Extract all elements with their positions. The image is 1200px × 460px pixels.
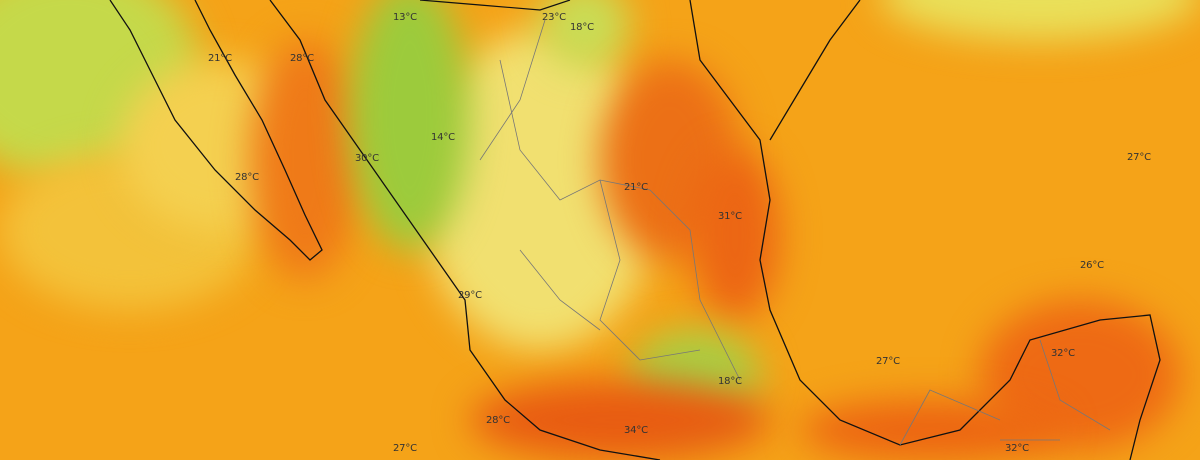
gulf-coastline: [689, 0, 1161, 460]
tamaulipas-hot: [690, 150, 780, 320]
temp-label: 18°C: [570, 22, 594, 33]
temp-label: 28°C: [290, 53, 314, 64]
temp-label: 31°C: [718, 211, 742, 222]
temp-label: 27°C: [876, 356, 900, 367]
temp-label: 21°C: [624, 182, 648, 193]
sierra-green: [350, 0, 470, 250]
temp-label: 32°C: [1051, 348, 1075, 359]
tabasco-hot: [800, 400, 1060, 460]
guerrero-hot: [470, 380, 770, 460]
state-borders: [479, 19, 1111, 446]
temp-label: 29°C: [458, 290, 482, 301]
temp-label: 32°C: [1005, 443, 1029, 454]
temp-label: 26°C: [1080, 260, 1104, 271]
temp-label: 14°C: [431, 132, 455, 143]
texas-coastline: [769, 0, 861, 141]
temp-label: 28°C: [486, 415, 510, 426]
mainland-pacific-coastline: [269, 0, 661, 460]
temp-label: 18°C: [718, 376, 742, 387]
temp-label: 30°C: [355, 153, 379, 164]
temp-label: 27°C: [1127, 152, 1151, 163]
us-border: [419, 0, 571, 11]
baja-coastline: [109, 0, 323, 261]
north-green: [540, 0, 630, 70]
sonora-hot: [250, 40, 360, 280]
temp-label: 21°C: [208, 53, 232, 64]
temp-label: 34°C: [624, 425, 648, 436]
temp-label: 23°C: [542, 12, 566, 23]
temp-label: 13°C: [393, 12, 417, 23]
temp-label: 27°C: [393, 443, 417, 454]
temp-label: 28°C: [235, 172, 259, 183]
